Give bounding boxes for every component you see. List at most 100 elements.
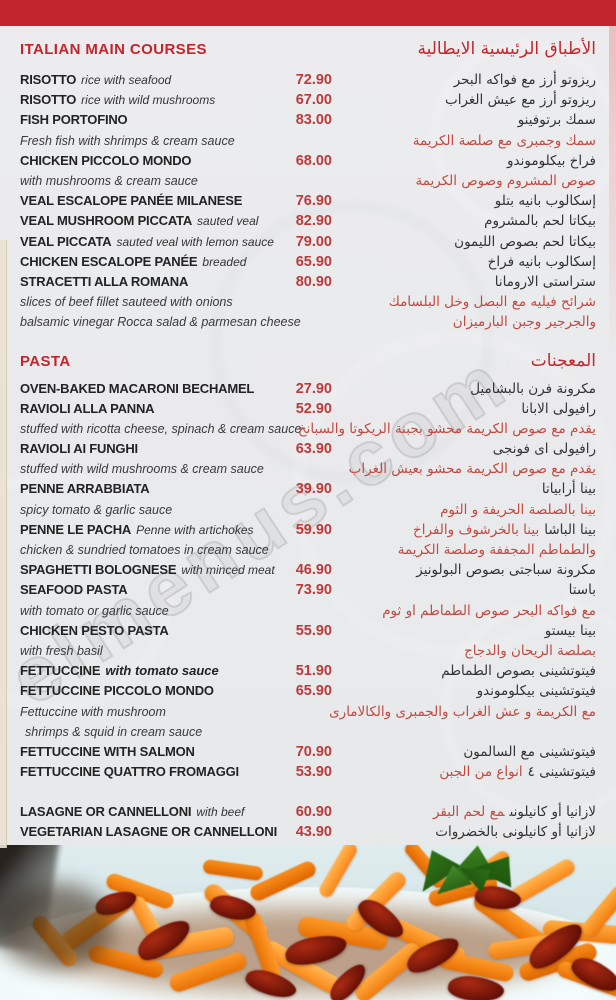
note-text: stuffed with ricotta cheese, spinach & c… <box>20 421 302 436</box>
section-title-en: ITALIAN MAIN COURSES <box>20 40 207 58</box>
item-english: FETTUCCINE with tomato sauce <box>20 662 219 680</box>
item-name: LASAGNE OR CANNELLONI <box>20 804 192 820</box>
note-text: shrimps & squid in cream sauce <box>25 724 203 739</box>
arabic-name: لازانيا أو كانيلونى <box>509 804 596 821</box>
note-text: with mushrooms & cream sauce <box>20 174 198 189</box>
item-price: 60.90 <box>295 804 332 821</box>
note-text: spicy tomato & garlic sauce <box>20 502 173 517</box>
arabic-name: رافيولى الابانا <box>521 400 596 417</box>
item-price: 79.00 <box>295 233 332 250</box>
arabic-description: بصلصة الريحان والدجاج <box>464 642 596 659</box>
pasta-dish-photo-canvas <box>0 845 616 1000</box>
item-arabic: ريزوتو أرز مع عيش الغراب <box>445 92 596 108</box>
item-name: CHICKEN ESCALOPE PANÉE <box>20 253 198 269</box>
item-english: slices of beef fillet sauteed with onion… <box>20 293 233 311</box>
item-detail: with minced meat <box>181 563 275 578</box>
arabic-description: والجرجير وجبن البارميزان <box>452 314 596 331</box>
item-price: 65.90 <box>295 683 332 700</box>
item-english: LASAGNE OR CANNELLONI with beef <box>20 803 244 821</box>
arabic-name: إسكالوب بانيه فراخ <box>487 253 596 270</box>
menu-item-row: VEAL PICCATA sauted veal with lemon sauce… <box>0 232 616 252</box>
photo-shape <box>202 858 264 882</box>
item-detail: sauted veal with lemon sauce <box>116 234 274 249</box>
item-english: PENNE LE PACHA Penne with artichokes <box>20 521 254 539</box>
menu-item-row: CHICKEN PICCOLO MONDO 68.00 فراخ بيكلوموند… <box>0 151 616 171</box>
item-arabic: مع فواكه البحر صوص الطماطم او ثوم <box>382 603 596 619</box>
section-rows: OVEN-BAKED MACARONI BECHAMEL 27.90 مكرونة … <box>0 378 616 842</box>
item-detail: sauted veal <box>197 214 259 229</box>
item-english: VEAL MUSHROOM PICCATA sauted veal <box>20 212 258 230</box>
item-english: RISOTTO rice with seafood <box>20 71 171 89</box>
item-arabic: يقدم مع صوص الكريمة محشو بعيش الغراب <box>349 461 596 477</box>
item-arabic: مع الكريمة و عش الغراب والجمبرى والكالام… <box>329 704 596 720</box>
item-english: CHICKEN PICCOLO MONDO <box>20 152 192 170</box>
item-arabic: إسكالوب بانيه بتلو <box>495 193 596 209</box>
item-price: 43.90 <box>295 824 332 841</box>
arabic-name: بيكاتا لحم بصوص الليمون <box>454 233 596 250</box>
arabic-name: مكرونة سباجتى بصوص البولونيز <box>416 562 596 579</box>
item-detail: rice with wild mushrooms <box>81 93 216 108</box>
menu-item-row: VEAL ESCALOPE PANÉE MILANESE 76.90 إسكالوب… <box>0 191 616 211</box>
item-arabic: إسكالوب بانيه فراخ <box>488 254 596 270</box>
item-arabic: بينا الباشابينا بالخرشوف والفراخ <box>413 522 596 538</box>
item-price: 80.90 <box>295 273 332 290</box>
item-arabic: والطماطم المجففة وصلصة الكريمة <box>398 542 596 558</box>
section-header: PASTA المعجنات <box>0 348 616 374</box>
menu-note-row: with tomato or garlic sauce مع فواكه البح… <box>0 601 616 621</box>
item-english: stuffed with ricotta cheese, spinach & c… <box>20 420 301 438</box>
item-name: SEAFOOD PASTA <box>20 582 128 598</box>
item-price: 73.90 <box>295 582 332 599</box>
menu-note-row: with mushrooms & cream sauce صوص المشروم … <box>0 171 616 191</box>
note-text: slices of beef fillet sauteed with onion… <box>20 295 233 310</box>
item-price: 59.90 <box>295 521 332 538</box>
arabic-name: بينا بيستو <box>544 622 596 639</box>
arabic-description: بينا بالخرشوف والفراخ <box>413 521 540 538</box>
arabic-name: لازانيا أو كانيلونى بالخضروات <box>435 824 596 841</box>
item-name: RAVIOLI AI FUNGHI <box>20 441 138 457</box>
item-arabic: رافيولى اى فونجى <box>493 441 596 457</box>
item-name: VEGETARIAN LASAGNE OR CANNELLONI <box>20 824 277 840</box>
item-price: 65.90 <box>295 253 332 270</box>
arabic-name: فيتوتشينى بيكلوموندو <box>476 683 596 700</box>
menu-sections: ITALIAN MAIN COURSES الأطباق الرئيسية الا… <box>0 26 616 843</box>
arabic-description: يقدم مع صوص الكريمة محشو بجبنة الريكوتا … <box>297 420 596 437</box>
menu-item-row: VEGETARIAN LASAGNE OR CANNELLONI 43.90 لاز… <box>0 822 616 842</box>
menu-note-row: balsamic vinegar Rocca salad & parmesan … <box>0 312 616 332</box>
item-english: with mushrooms & cream sauce <box>20 172 198 190</box>
item-english: balsamic vinegar Rocca salad & parmesan … <box>20 313 301 331</box>
arabic-description: شرائح فيليه مع البصل وخل البلسامك <box>388 294 596 311</box>
arabic-description: مع فواكه البحر صوص الطماطم او ثوم <box>382 602 596 619</box>
item-price: 76.90 <box>295 193 332 210</box>
arabic-description: سمك وجمبرى مع صلصة الكريمة <box>412 132 596 149</box>
section-title-ar: المعجنات <box>530 351 596 372</box>
item-name: SPAGHETTI BOLOGNESE <box>20 562 177 578</box>
item-detail: breaded <box>202 254 247 269</box>
note-text: chicken & sundried tomatoes in cream sau… <box>20 543 269 558</box>
menu-item-row: LASAGNE OR CANNELLONI with beef 60.90 لازان… <box>0 802 616 822</box>
note-text: stuffed with wild mushrooms & cream sauc… <box>20 462 264 477</box>
menu-note-row: with fresh basil بصلصة الريحان والدجاج <box>0 641 616 661</box>
item-english: shrimps & squid in cream sauce <box>20 723 202 741</box>
item-price: 63.90 <box>295 441 332 458</box>
item-arabic: بينا أرابياتا <box>542 481 596 497</box>
arabic-description: انواع من الجبن <box>439 764 523 781</box>
item-arabic: ريزوتو أرز مع فواكه البحر <box>454 72 596 88</box>
item-price: 52.90 <box>295 400 332 417</box>
item-arabic: بيكاتا لحم بالمشروم <box>484 213 596 229</box>
item-name: STRACETTI ALLA ROMANA <box>20 273 189 289</box>
menu-item-row: FETTUCCINE QUATTRO FROMAGGI 53.90 فيتوتشين… <box>0 762 616 782</box>
item-name: PENNE ARRABBIATA <box>20 481 150 497</box>
item-english: with fresh basil <box>20 642 103 660</box>
arabic-name: فيتوتشينى بصوص الطماطم <box>441 663 596 680</box>
menu-item-row: STRACETTI ALLA ROMANA 80.90 ستراستى الاروم… <box>0 272 616 292</box>
item-english: VEAL ESCALOPE PANÉE MILANESE <box>20 192 242 210</box>
item-price: 83.00 <box>295 112 332 129</box>
item-name: CHICKEN PESTO PASTA <box>20 622 169 638</box>
arabic-name: ستراستى الارومانا <box>494 273 596 290</box>
item-arabic: مكرونة سباجتى بصوص البولونيز <box>416 562 596 578</box>
item-english: FISH PORTOFINO <box>20 111 128 129</box>
menu-item-row: CHICKEN PESTO PASTA 55.90 بينا بيستو <box>0 621 616 641</box>
item-english: spicy tomato & garlic sauce <box>20 501 172 519</box>
page-edge-right <box>609 26 616 366</box>
